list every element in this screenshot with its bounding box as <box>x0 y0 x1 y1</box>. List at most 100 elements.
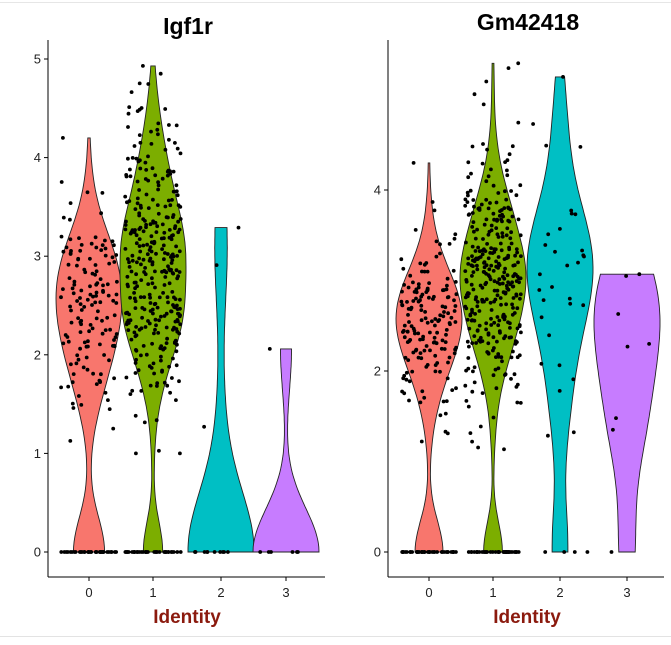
data-point <box>171 215 175 220</box>
data-point <box>493 367 498 372</box>
data-point <box>468 313 473 318</box>
plot-area: 0 2 4 0 1 2 3 <box>374 40 664 600</box>
data-point <box>155 203 160 208</box>
data-point <box>505 273 510 278</box>
x-axis-label: Identity <box>493 607 561 628</box>
data-point <box>504 256 509 261</box>
data-point <box>488 251 493 255</box>
data-point <box>144 168 149 172</box>
data-point <box>420 292 425 297</box>
data-point <box>157 550 162 554</box>
data-point <box>70 401 75 406</box>
data-point <box>504 233 509 238</box>
data-point <box>141 344 146 348</box>
data-point <box>407 379 412 384</box>
data-point <box>64 550 69 554</box>
data-point <box>266 550 271 554</box>
data-point <box>98 380 102 384</box>
data-point <box>68 217 72 222</box>
data-point <box>174 268 179 273</box>
data-point <box>408 550 413 554</box>
data-point <box>463 383 468 388</box>
data-point <box>424 344 429 348</box>
data-point <box>442 347 447 351</box>
data-point <box>433 353 438 358</box>
data-point <box>486 332 491 337</box>
data-point <box>399 257 404 262</box>
data-point <box>464 279 469 284</box>
data-point <box>226 550 230 554</box>
data-point <box>126 125 130 129</box>
data-point <box>409 324 414 328</box>
data-point <box>132 144 137 148</box>
data-point <box>516 550 521 554</box>
data-point <box>497 277 502 282</box>
data-point <box>481 237 485 241</box>
data-point <box>514 193 519 198</box>
data-point <box>65 335 70 339</box>
data-point <box>134 451 138 456</box>
data-point <box>129 337 134 342</box>
data-point <box>581 253 586 258</box>
data-point <box>491 211 496 216</box>
data-point <box>492 250 497 254</box>
data-point <box>401 330 405 334</box>
data-point <box>609 550 614 554</box>
data-point <box>580 248 584 253</box>
data-point <box>477 249 482 254</box>
data-point <box>475 328 480 333</box>
data-point <box>90 271 95 276</box>
data-point <box>78 296 82 300</box>
data-point <box>173 340 177 344</box>
data-point <box>163 275 168 279</box>
data-point <box>78 248 83 253</box>
data-point <box>503 189 507 194</box>
data-point <box>167 267 172 272</box>
data-point <box>400 389 404 394</box>
data-point <box>93 235 98 240</box>
data-point <box>170 290 175 294</box>
data-point <box>167 281 172 286</box>
data-point <box>445 431 450 436</box>
data-point <box>146 282 151 286</box>
data-point <box>61 215 66 220</box>
data-point <box>486 256 491 261</box>
data-point <box>128 318 133 323</box>
data-point <box>418 400 423 405</box>
data-point <box>66 339 71 344</box>
data-point <box>492 279 497 284</box>
data-point <box>127 199 132 204</box>
data-point <box>484 217 489 222</box>
data-point <box>175 550 180 554</box>
data-point <box>481 102 486 107</box>
data-point <box>558 227 562 231</box>
y-tick-label: 2 <box>374 364 381 379</box>
data-point <box>505 173 510 178</box>
data-point <box>406 313 410 317</box>
data-point <box>145 252 150 257</box>
x-tick-label: 0 <box>425 585 432 600</box>
data-point <box>107 407 112 411</box>
data-point <box>59 385 63 390</box>
data-point <box>177 249 182 254</box>
data-point <box>472 380 477 385</box>
data-point <box>421 334 425 339</box>
data-point <box>99 248 104 253</box>
data-point <box>69 308 73 313</box>
data-point <box>146 178 151 183</box>
data-point <box>98 300 103 305</box>
data-point <box>126 156 130 161</box>
data-point <box>155 224 160 229</box>
data-point <box>70 286 75 291</box>
data-point <box>153 269 157 274</box>
y-tick-label: 4 <box>374 183 381 198</box>
data-point <box>162 236 166 241</box>
data-point <box>611 427 615 432</box>
data-point <box>447 242 452 246</box>
data-point <box>150 260 155 265</box>
data-point <box>126 111 131 116</box>
data-point <box>89 241 94 246</box>
data-point <box>473 249 478 253</box>
data-point <box>513 342 518 346</box>
data-point <box>418 337 422 342</box>
